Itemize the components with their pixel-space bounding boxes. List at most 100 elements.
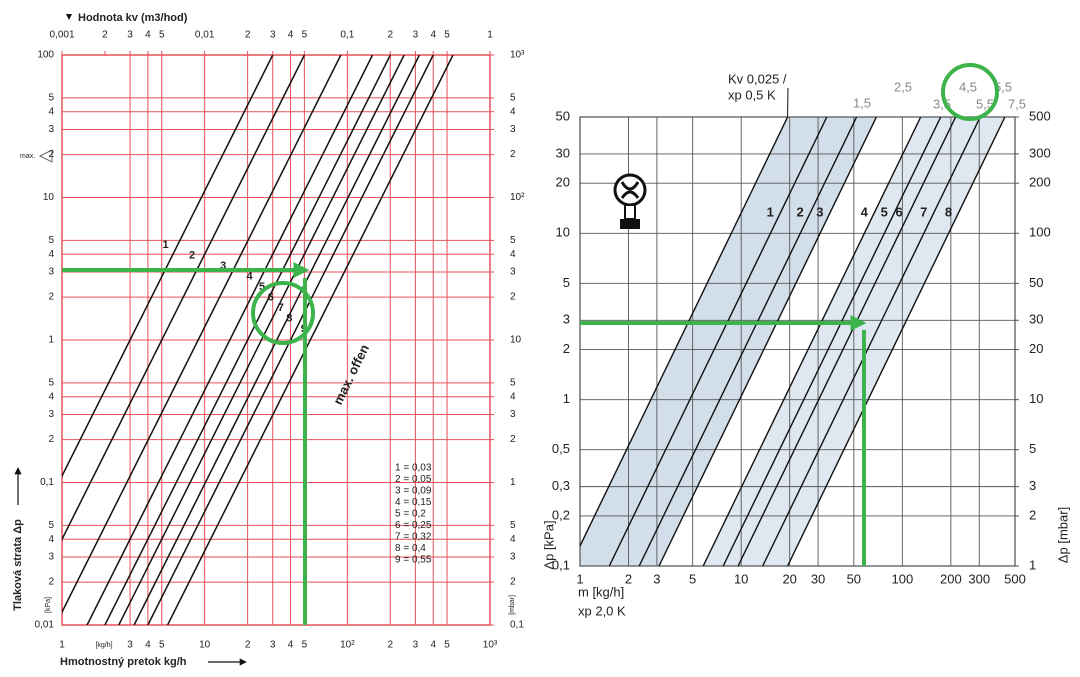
y-tick-label: 3 (48, 552, 54, 563)
y2-tick-label: 4 (510, 534, 516, 545)
series-label: 2 (796, 204, 803, 219)
series-line (62, 55, 274, 478)
x-tick-label: 5 (689, 571, 696, 586)
y2-tick-label: 3 (510, 124, 516, 135)
y-tick-label: 50 (556, 108, 570, 123)
legend-item: 6 = 0,25 (395, 520, 432, 531)
y-tick-label: 1 (48, 335, 54, 346)
y-tick-label: 10 (556, 225, 570, 240)
series-label: 1 (163, 239, 169, 251)
x2-tick-label: 5 (302, 30, 308, 41)
y2-tick-label: 5 (510, 93, 516, 104)
y-tick-label: 100 (37, 50, 54, 61)
series-line (62, 55, 306, 541)
y2-tick-label: 30 (1029, 312, 1043, 327)
series-line (580, 117, 789, 548)
x-tick-label: 50 (847, 571, 861, 586)
y2-tick-label: 300 (1029, 145, 1051, 160)
series-label: 4 (861, 204, 869, 219)
y-tick-label: 0,2 (552, 507, 570, 522)
x-tick-label: 20 (782, 571, 796, 586)
y2-tick-label: 4 (510, 391, 516, 402)
reading-guides (62, 63, 999, 625)
max-label: max. (20, 153, 35, 160)
y-tick-label: 4 (48, 249, 54, 260)
y2-tick-label: 2 (1029, 507, 1036, 522)
x2-tick-label: 2 (102, 30, 108, 41)
y-tick-label: 0,3 (552, 478, 570, 493)
series-line (722, 117, 942, 566)
x-tick-label: 1 (576, 571, 583, 586)
x-tick-label: 3 (653, 571, 660, 586)
series-label: 4 (247, 270, 254, 282)
reference-label: Kv 0,025 / (728, 71, 787, 86)
legend-item: 2 = 0,05 (395, 474, 432, 485)
x2-tick-label: 3 (127, 30, 133, 41)
y2-tick-label: 2 (510, 434, 516, 445)
series-label: 5 (881, 204, 888, 219)
y2-tick-label: 100 (1029, 225, 1051, 240)
y-axis-label: Tlaková strata Δp (12, 519, 24, 611)
x-tick-label: 200 (940, 571, 962, 586)
y-tick-label: 0,1 (40, 477, 54, 488)
y-tick-label: 4 (48, 106, 54, 117)
series-line (608, 117, 828, 566)
y-tick-label: 5 (48, 520, 54, 531)
x-tick-label: 4 (288, 640, 294, 651)
x2-tick-label: 0,1 (340, 30, 354, 41)
y-tick-label: 30 (556, 145, 570, 160)
title-marker (66, 14, 72, 20)
series-line (104, 55, 391, 625)
x-tick-label: 10 (199, 640, 211, 651)
y2-tick-label: 200 (1029, 175, 1051, 190)
y-tick-label: 0,01 (35, 620, 55, 631)
y-tick-label: 10 (43, 192, 55, 203)
x-tick-label: 10³ (483, 640, 498, 651)
x-tick-label: 4 (145, 640, 151, 651)
series-line (166, 55, 454, 625)
series-label: 5 (259, 281, 265, 293)
y2-tick-label: 4 (510, 249, 516, 260)
x-axis-label: m [kg/h] (578, 584, 624, 599)
y-tick-label: 4 (48, 534, 54, 545)
x2-tick-label: 4 (288, 30, 294, 41)
x-tick-label: 2 (387, 640, 393, 651)
legend-item: 4 = 0,15 (395, 497, 432, 508)
y2-tick-label: 10³ (510, 50, 525, 61)
series-line (133, 55, 421, 625)
guide-circle (941, 63, 999, 121)
y2-tick-label: 2 (510, 577, 516, 588)
x-tick-label: 2 (625, 571, 632, 586)
series-label: 3 (816, 204, 823, 219)
left-chart: Hodnota kv (m3/hod) Hmotnostný pretok kg… (12, 12, 525, 668)
y-tick-label: 2 (48, 577, 54, 588)
y2-axis-label: Δp [mbar] (1055, 507, 1070, 563)
top-label: 4,5 (959, 79, 977, 94)
x-tick-label: 3 (270, 640, 276, 651)
x-tick-label: 300 (968, 571, 990, 586)
y2-tick-label: 10 (1029, 391, 1043, 406)
series-line (737, 117, 957, 566)
x2-tick-label: 3 (413, 30, 419, 41)
series-label: 6 (268, 291, 274, 303)
y-tick-label: 2 (563, 341, 570, 356)
y-tick-label: 1 (563, 391, 570, 406)
y2-tick-label: 20 (1029, 341, 1043, 356)
x2-tick-label: 0,01 (195, 30, 215, 41)
y2-tick-label: 3 (510, 409, 516, 420)
y2-tick-label: 500 (1029, 108, 1051, 123)
series-label: 7 (278, 302, 284, 314)
legend-item: 5 = 0,2 (395, 509, 426, 520)
x2-tick-label: 1 (487, 30, 493, 41)
y-tick-label: 2 (48, 292, 54, 303)
x2-tick-label: 4 (145, 30, 151, 41)
y2-tick-label: 10 (510, 335, 522, 346)
x2-tick-label: 2 (387, 30, 393, 41)
x-axis-sublabel: xp 2,0 K (578, 603, 626, 618)
x-tick-label: 4 (430, 640, 436, 651)
legend-item: 7 = 0,32 (395, 532, 432, 543)
x-tick-label: 5 (444, 640, 450, 651)
y-tick-label: 2 (48, 149, 54, 160)
